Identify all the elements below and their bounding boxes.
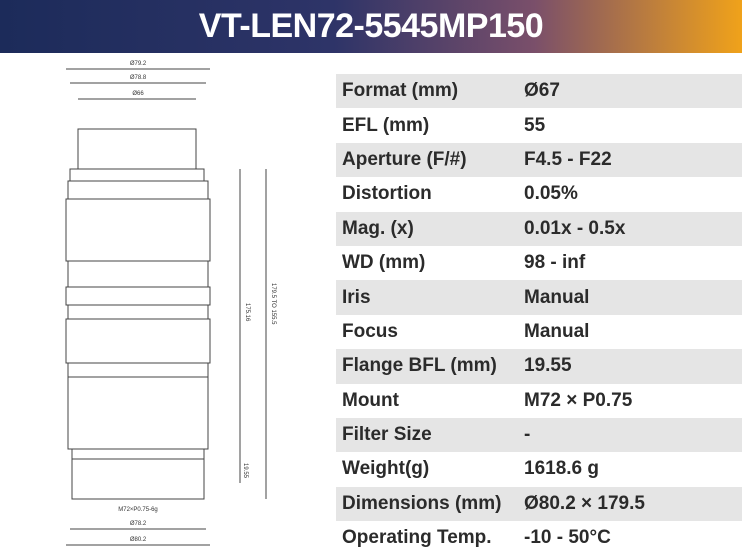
spec-value: Manual xyxy=(524,320,590,342)
knurl-ring xyxy=(65,318,211,364)
spec-value: 19.55 xyxy=(524,355,572,377)
dim-label: Ø80.2 xyxy=(130,537,147,543)
spec-value: M72 × P0.75 xyxy=(524,389,633,411)
spec-row: Aperture (F/#) F4.5 - F22 xyxy=(336,142,742,178)
dim-label: 175.16 xyxy=(244,303,250,322)
spec-label: Mag. (x) xyxy=(342,217,414,239)
spec-label: Operating Temp. xyxy=(342,527,492,549)
spec-row: Focus Manual xyxy=(336,315,742,349)
spec-row: Flange BFL (mm) 19.55 xyxy=(336,349,742,384)
dim-label: Ø66 xyxy=(132,91,144,97)
spec-label: Filter Size xyxy=(342,424,432,446)
spec-value: Ø80.2 × 179.5 xyxy=(524,492,645,514)
scale-ring xyxy=(67,304,209,320)
spec-value: 0.01x - 0.5x xyxy=(524,217,626,239)
dim-label: M72×P0.75-6g xyxy=(118,507,158,513)
spec-value: -10 - 50°C xyxy=(524,527,611,549)
spec-value: 98 - inf xyxy=(524,252,586,274)
spec-label: Flange BFL (mm) xyxy=(342,355,497,377)
lens-front xyxy=(77,128,197,170)
dim-label: 19.55 xyxy=(242,463,248,479)
spec-row: Weight(g) 1618.6 g xyxy=(336,452,742,486)
spec-row: Mag. (x) 0.01x - 0.5x xyxy=(336,211,742,246)
spec-row: EFL (mm) 55 xyxy=(336,108,742,142)
spec-row: Format (mm) Ø67 xyxy=(336,74,742,109)
lens-ring xyxy=(69,168,205,182)
lens-drawing: Ø79.2 Ø78.8 Ø66 179.5 TO 155.5 175.16 19… xyxy=(65,61,276,546)
spec-row: Iris Manual xyxy=(336,280,742,315)
spec-row: Dimensions (mm) Ø80.2 × 179.5 xyxy=(336,486,742,522)
spec-label: Dimensions (mm) xyxy=(342,492,502,514)
spec-label: Distortion xyxy=(342,183,432,205)
lens-ring xyxy=(67,362,209,378)
spec-label: Focus xyxy=(342,320,398,342)
lens-body xyxy=(67,376,209,450)
lens-mount xyxy=(71,448,205,460)
spec-label: Weight(g) xyxy=(342,458,430,480)
spec-row: WD (mm) 98 - inf xyxy=(336,246,742,280)
spec-label: Format (mm) xyxy=(342,80,459,102)
spec-label: Iris xyxy=(342,286,371,308)
dim-label: Ø78.8 xyxy=(130,75,147,81)
spec-label: Aperture (F/#) xyxy=(342,148,467,170)
dim-label: Ø79.2 xyxy=(130,61,147,67)
spec-value: Ø67 xyxy=(524,80,560,102)
title: VT-LEN72-5545MP150 xyxy=(0,0,742,53)
knurl-ring xyxy=(65,198,211,262)
scale-ring xyxy=(67,260,209,288)
spec-value: - xyxy=(524,424,531,446)
spec-value: 0.05% xyxy=(524,183,578,205)
spec-row: Distortion 0.05% xyxy=(336,177,742,211)
spec-label: EFL (mm) xyxy=(342,114,430,136)
spec-label: Mount xyxy=(342,389,399,411)
spec-value: 1618.6 g xyxy=(524,458,599,480)
spec-label: WD (mm) xyxy=(342,252,426,274)
lens-thread xyxy=(71,458,205,500)
spec-value: F4.5 - F22 xyxy=(524,148,612,170)
spec-value: 55 xyxy=(524,114,546,136)
spec-row: Mount M72 × P0.75 xyxy=(336,384,742,418)
lens-ring xyxy=(67,180,209,200)
dim-label: Ø78.2 xyxy=(130,521,147,527)
dim-label: 179.5 TO 155.5 xyxy=(270,283,276,325)
iris-ring xyxy=(65,286,211,306)
spec-value: Manual xyxy=(524,286,590,308)
spec-table: Format (mm) Ø67 EFL (mm) 55 Aperture (F/#) F4… xyxy=(336,74,742,555)
spec-row: Filter Size - xyxy=(336,417,742,453)
spec-row: Operating Temp. -10 - 50°C xyxy=(336,521,742,555)
